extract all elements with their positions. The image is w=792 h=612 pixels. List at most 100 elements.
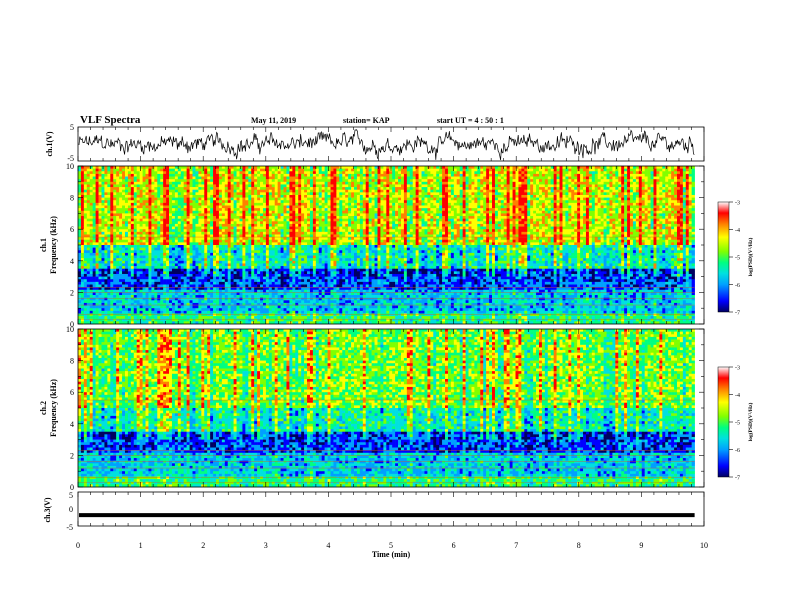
spectrogram-cell	[169, 306, 172, 309]
spectrogram-cell	[204, 298, 207, 301]
spectrogram-cell	[96, 182, 99, 185]
spectrogram-cell	[163, 245, 166, 248]
spectrogram-cell	[275, 261, 278, 264]
spectrogram-cell	[84, 250, 87, 253]
spectrogram-cell	[304, 166, 307, 169]
spectrogram-cell	[125, 271, 128, 274]
spectrogram-cell	[310, 266, 313, 269]
spectrogram-cell	[242, 274, 245, 277]
spectrogram-cell	[87, 311, 90, 314]
spectrogram-cell	[128, 182, 131, 185]
spectrogram-cell	[81, 184, 84, 187]
spectrogram-cell	[295, 308, 298, 311]
spectrogram-cell	[254, 203, 257, 206]
spectrogram-cell	[289, 316, 292, 319]
spectrogram-cell	[193, 292, 196, 295]
spectrogram-cell	[99, 206, 102, 209]
spectrogram-cell	[148, 316, 151, 319]
spectrogram-cell	[210, 177, 213, 180]
spectrogram-cell	[210, 279, 213, 282]
spectrogram-cell	[99, 211, 102, 214]
spectrogram-cell	[237, 245, 240, 248]
spectrogram-cell	[148, 224, 151, 227]
spectrogram-cell	[140, 300, 143, 303]
spectrogram-cell	[237, 242, 240, 245]
spectrogram-cell	[113, 206, 116, 209]
spectrogram-cell	[78, 177, 81, 180]
spectrogram-cell	[198, 253, 201, 256]
spectrogram-cell	[301, 308, 304, 311]
spectrogram-cell	[228, 177, 231, 180]
spectrogram-cell	[225, 285, 228, 288]
spectrogram-cell	[225, 179, 228, 182]
spectrogram-cell	[234, 221, 237, 224]
spectrogram-cell	[172, 245, 175, 248]
spectrogram-cell	[87, 308, 90, 311]
spectrogram-cell	[163, 316, 166, 319]
spectrogram-cell	[157, 298, 160, 301]
spectrogram-cell	[245, 295, 248, 298]
spectrogram-cell	[87, 195, 90, 198]
spectrogram-cell	[163, 213, 166, 216]
spectrogram-cell	[157, 258, 160, 261]
spectrogram-cell	[190, 179, 193, 182]
spectrogram-cell	[248, 179, 251, 182]
spectrogram-cell	[198, 190, 201, 193]
spectrogram-cell	[310, 300, 313, 303]
spectrogram-cell	[84, 313, 87, 316]
spectrogram-cell	[169, 308, 172, 311]
spectrogram-cell	[269, 227, 272, 230]
spectrogram-cell	[266, 279, 269, 282]
spectrogram-cell	[289, 200, 292, 203]
spectrogram-cell	[292, 269, 295, 272]
spectrogram-cell	[207, 179, 210, 182]
spectrogram-cell	[169, 166, 172, 169]
spectrogram-cell	[143, 195, 146, 198]
spectrogram-cell	[304, 313, 307, 316]
spectrogram-cell	[93, 242, 96, 245]
spectrogram-cell	[137, 227, 140, 230]
spectrogram-cell	[84, 216, 87, 219]
spectrogram-cell	[146, 187, 149, 190]
spectrogram-cell	[104, 179, 107, 182]
spectrogram-cell	[245, 271, 248, 274]
spectrogram-cell	[166, 311, 169, 314]
spectrogram-cell	[286, 306, 289, 309]
spectrogram-cell	[110, 242, 113, 245]
spectrogram-cell	[257, 208, 260, 211]
spectrogram-cell	[163, 221, 166, 224]
spectrogram-cell	[198, 248, 201, 251]
spectrogram-cell	[195, 282, 198, 285]
spectrogram-cell	[154, 232, 157, 235]
spectrogram-cell	[281, 169, 284, 172]
spectrogram-cell	[234, 298, 237, 301]
spectrogram-cell	[219, 266, 222, 269]
spectrogram-cell	[81, 261, 84, 264]
spectrogram-cell	[269, 174, 272, 177]
spectrogram-cell	[198, 311, 201, 314]
spectrogram-cell	[193, 179, 196, 182]
spectrogram-cell	[163, 242, 166, 245]
spectrogram-cell	[134, 303, 137, 306]
spectrogram-cell	[248, 206, 251, 209]
spectrogram-cell	[292, 169, 295, 172]
spectrogram-cell	[272, 192, 275, 195]
spectrogram-cell	[146, 240, 149, 243]
spectrogram-cell	[140, 295, 143, 298]
spectrogram-cell	[272, 229, 275, 232]
spectrogram-cell	[190, 271, 193, 274]
spectrogram-cell	[160, 237, 163, 240]
spectrogram-cell	[154, 206, 157, 209]
spectrogram-cell	[269, 258, 272, 261]
spectrogram-cell	[198, 266, 201, 269]
spectrogram-cell	[219, 179, 222, 182]
spectrogram-cell	[128, 263, 131, 266]
spectrogram-cell	[251, 242, 254, 245]
spectrogram-cell	[284, 316, 287, 319]
spectrogram-cell	[310, 316, 313, 319]
spectrogram-cell	[190, 258, 193, 261]
spectrogram-cell	[316, 221, 319, 224]
spectrogram-cell	[166, 248, 169, 251]
spectrogram-cell	[166, 256, 169, 259]
spectrogram-cell	[148, 311, 151, 314]
